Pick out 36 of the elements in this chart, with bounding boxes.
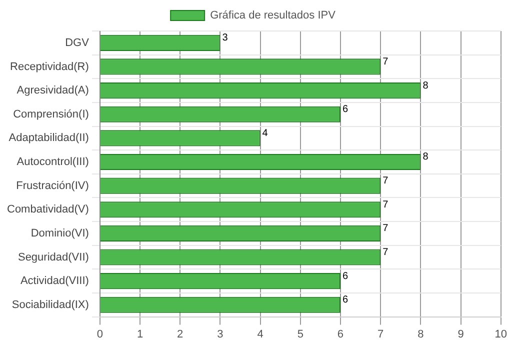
y-tick-label: Frustración(IV) xyxy=(16,180,89,192)
data-label: 7 xyxy=(382,176,389,187)
y-tick-label: Autocontrol(III) xyxy=(16,156,89,168)
legend-label: Gráfica de resultados IPV xyxy=(210,10,336,22)
data-label: 8 xyxy=(422,152,429,163)
data-label: 7 xyxy=(382,56,389,68)
data-label: 6 xyxy=(342,294,348,306)
x-tick-label: 3 xyxy=(217,328,224,340)
x-tick-label: 7 xyxy=(378,328,384,340)
y-tick-label: Sociabilidad(IX) xyxy=(12,298,89,311)
x-tick-label: 4 xyxy=(257,328,264,340)
y-tick-label: DGV xyxy=(65,36,90,49)
data-label: 7 xyxy=(382,199,389,210)
x-tick-label: 8 xyxy=(418,328,424,340)
x-tick-label: 1 xyxy=(136,328,144,340)
x-tick-label: 9 xyxy=(458,328,464,340)
data-label: 6 xyxy=(342,104,348,116)
data-label: 4 xyxy=(262,128,268,139)
y-tick-label: Receptividad(R) xyxy=(10,60,89,73)
x-tick-label: 2 xyxy=(177,328,184,340)
x-tick-label: 6 xyxy=(337,328,344,340)
y-tick-label: Comprensión(I) xyxy=(13,108,89,120)
data-label: 7 xyxy=(382,223,389,234)
x-tick-label: 5 xyxy=(297,328,304,340)
data-label: 8 xyxy=(422,80,429,92)
y-tick-label: Agresividad(A) xyxy=(16,84,89,97)
y-tick-label: Combatividad(V) xyxy=(7,204,89,216)
data-label: 6 xyxy=(342,270,348,282)
data-label: 3 xyxy=(222,32,228,44)
data-label: 7 xyxy=(382,247,389,258)
y-tick-label: Adaptabilidad(II) xyxy=(8,132,89,144)
x-tick-label: 0 xyxy=(96,328,103,340)
x-tick-label: 10 xyxy=(494,328,508,340)
y-tick-label: Seguridad(VII) xyxy=(18,251,89,264)
y-tick-label: Dominio(VI) xyxy=(30,227,89,240)
y-tick-label: Actividad(VIII) xyxy=(20,275,89,288)
